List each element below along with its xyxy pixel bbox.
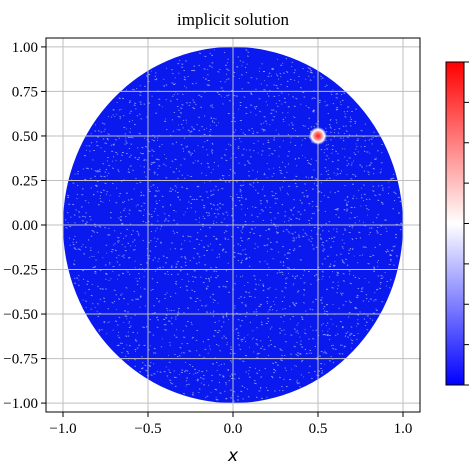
colorbar-gradient bbox=[445, 61, 465, 386]
y-tick-label: 0.50 bbox=[12, 129, 38, 145]
y-tick-label: 0.75 bbox=[12, 84, 38, 100]
grid bbox=[46, 38, 420, 412]
chart-title: implicit solution bbox=[177, 10, 289, 29]
y-tick-label: −0.50 bbox=[3, 307, 38, 323]
x-axis-label: x bbox=[227, 446, 239, 466]
y-tick-label: 0.25 bbox=[12, 173, 38, 189]
x-tick-label: 0.0 bbox=[224, 421, 243, 437]
x-tick-label: −0.5 bbox=[134, 421, 161, 437]
hot-spot bbox=[309, 126, 327, 145]
colorbar bbox=[445, 61, 469, 386]
y-tick-label: 0.00 bbox=[12, 218, 38, 234]
y-tick-label: −0.25 bbox=[3, 263, 38, 279]
y-tick-label: −0.75 bbox=[3, 352, 38, 368]
x-tick-label: 0.5 bbox=[309, 421, 328, 437]
y-tick-label: 1.00 bbox=[12, 40, 38, 56]
y-tick-label: −1.00 bbox=[3, 396, 38, 412]
x-tick-label: −1.0 bbox=[49, 421, 76, 437]
solution-speckle bbox=[64, 49, 403, 402]
x-tick-label: 1.0 bbox=[394, 421, 413, 437]
